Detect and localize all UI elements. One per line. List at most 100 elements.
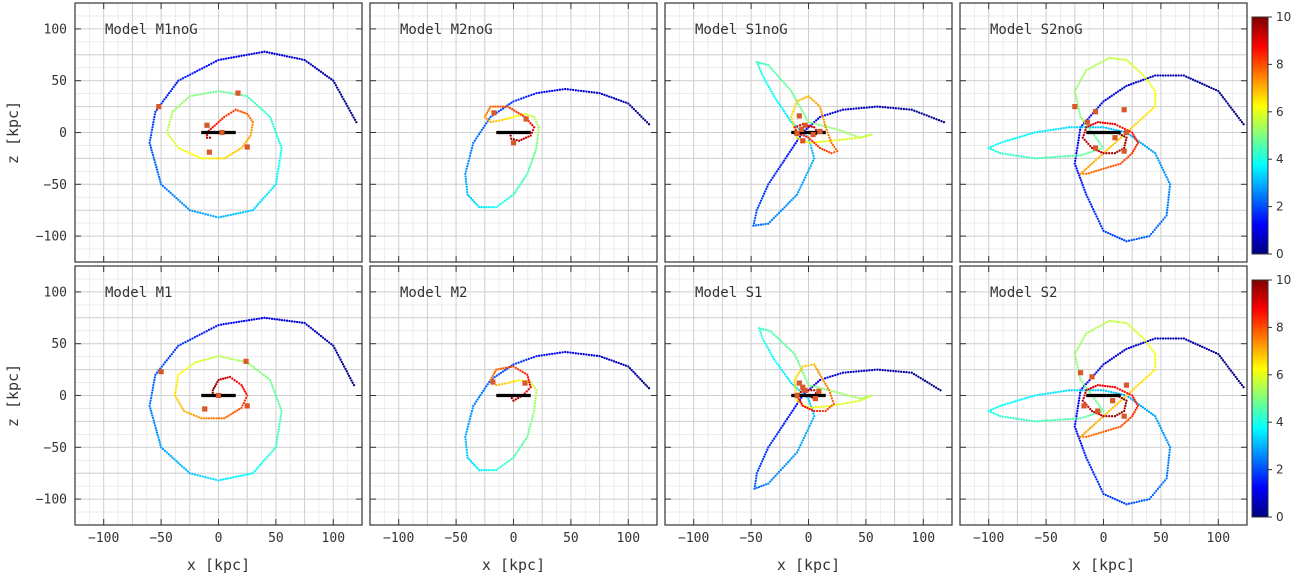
orbit-point	[317, 69, 321, 72]
orbit-point	[627, 365, 630, 368]
orbit-point	[1154, 365, 1157, 369]
orbit-point	[347, 374, 351, 378]
orbit-point	[527, 94, 530, 98]
orbit-point	[868, 369, 871, 372]
orbit-point	[1210, 349, 1213, 353]
orbit-point	[1108, 319, 1111, 323]
orbit-point	[1156, 419, 1159, 423]
orbit-point	[582, 353, 585, 356]
orbit-point	[196, 360, 200, 363]
orbit-point	[171, 110, 174, 113]
orbit-point	[217, 89, 220, 93]
orbit-point	[806, 118, 809, 122]
orbit-point	[841, 108, 845, 111]
orbit-point	[788, 118, 791, 122]
orbit-point	[535, 141, 539, 145]
orbit-point	[530, 417, 534, 420]
x-axis-label: x [kpc]	[777, 556, 840, 574]
orbit-point	[1104, 126, 1108, 130]
orbit-point	[243, 390, 247, 393]
orbit-point	[1131, 135, 1134, 139]
orbit-point	[1154, 105, 1157, 108]
orbit-point	[910, 371, 913, 374]
orbit-point	[195, 155, 198, 158]
orbit-point	[932, 117, 936, 120]
orbit-point	[902, 107, 906, 111]
orbit-point	[482, 205, 486, 209]
orbit-point	[772, 95, 776, 98]
orbit-point	[535, 146, 538, 150]
orbit-point	[231, 377, 234, 380]
orbit-point	[1102, 229, 1105, 233]
orbit-point	[352, 116, 355, 119]
orbit-point	[167, 91, 171, 95]
orbit-point	[855, 370, 858, 373]
orbit-point	[533, 115, 536, 119]
orbit-point	[579, 89, 583, 93]
orbit-point	[1236, 377, 1239, 381]
orbit-point	[865, 134, 869, 137]
orbit-point	[279, 144, 282, 147]
orbit-point	[1141, 406, 1145, 409]
orbit-point	[825, 140, 828, 143]
orbit-point	[794, 389, 798, 392]
orbit-point	[1086, 458, 1089, 462]
orbit-point	[757, 467, 761, 470]
orbit-point	[930, 116, 933, 119]
orbit-point	[1217, 89, 1220, 93]
orbit-point	[278, 422, 281, 426]
orbit-point	[537, 131, 540, 134]
orbit-point	[1117, 138, 1120, 141]
orbit-point	[197, 416, 200, 419]
orbit-point	[1018, 135, 1022, 139]
orbit-point	[204, 358, 207, 361]
panel-title: Model S1noG	[695, 22, 788, 38]
orbit-point	[829, 375, 832, 378]
orbit-point	[1099, 405, 1102, 409]
orbit-point	[505, 117, 508, 120]
orbit-point	[192, 414, 196, 417]
panel-5: Model M2−100 −50 0 50 100	[369, 265, 658, 546]
orbit-point	[523, 439, 526, 443]
orbit-point	[777, 431, 780, 434]
orbit-point	[250, 318, 253, 321]
orbit-point	[518, 378, 521, 382]
orbit-point	[237, 212, 240, 215]
orbit-point	[162, 363, 165, 366]
orbit-point	[754, 479, 757, 483]
orbit-point	[1025, 156, 1028, 159]
orbit-point	[1103, 322, 1106, 325]
orbit-point	[1044, 392, 1047, 396]
orbit-point	[809, 138, 812, 141]
orbit-point	[279, 407, 282, 410]
orbit-point	[255, 51, 258, 55]
orbit-point	[1065, 126, 1068, 129]
orbit-point	[992, 411, 995, 415]
orbit-point	[795, 193, 799, 196]
orbit-point	[1231, 108, 1234, 111]
colorbar-tick-label: 2	[1276, 200, 1284, 214]
orbit-point	[1113, 415, 1117, 418]
orbit-point	[1110, 145, 1113, 148]
orbit-point	[1110, 357, 1113, 360]
orbit-point	[1097, 483, 1101, 486]
orbit-point	[171, 456, 174, 459]
orbit-point	[1141, 143, 1145, 146]
orbit-point	[779, 366, 782, 370]
orbit-point	[834, 373, 837, 377]
orbit-point	[1218, 354, 1222, 358]
orbit-point	[150, 391, 154, 395]
orbit-point	[520, 97, 523, 100]
orbit-point	[1088, 379, 1091, 382]
orbit-point	[1074, 427, 1077, 431]
orbit-point	[777, 101, 780, 104]
orbit-point	[783, 81, 786, 85]
orbit-point	[501, 201, 504, 204]
orbit-point	[815, 143, 818, 146]
orbit-point	[272, 185, 276, 188]
orbit-point	[1104, 150, 1107, 153]
orbit-point	[1102, 152, 1105, 155]
orbit-point	[1080, 78, 1083, 81]
orbit-point	[1149, 76, 1152, 79]
